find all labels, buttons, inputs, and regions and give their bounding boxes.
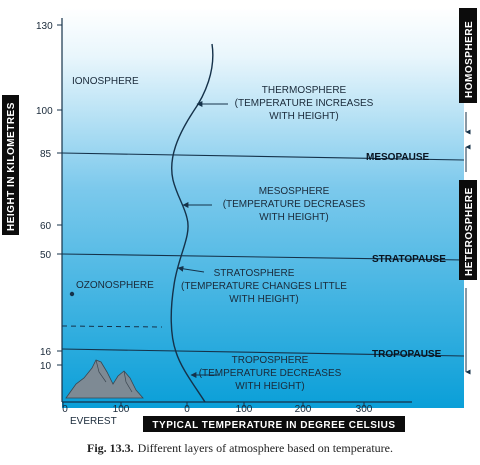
thermosphere-label: THERMOSPHERE bbox=[262, 85, 347, 96]
x-tick-0: 0 bbox=[184, 404, 190, 415]
y-tick-60: 60 bbox=[40, 221, 52, 232]
homosphere-label: HOMOSPHERE bbox=[464, 21, 475, 98]
y-tick-50: 50 bbox=[40, 250, 52, 261]
troposphere-label: TROPOSPHERE bbox=[232, 355, 309, 366]
tropopause-label: TROPOPAUSE bbox=[372, 349, 442, 360]
y-axis-label: HEIGHT IN KILOMETRES bbox=[6, 102, 17, 231]
mesosphere-desc-2: WITH HEIGHT) bbox=[259, 212, 328, 223]
ionosphere-label: IONOSPHERE bbox=[72, 76, 139, 87]
everest-label: EVEREST bbox=[70, 416, 117, 427]
mesopause-label: MESOPAUSE bbox=[366, 152, 429, 163]
temperature-curve bbox=[170, 43, 214, 403]
stratopause-label: STRATOPAUSE bbox=[372, 254, 446, 265]
x-tick-200: 200 bbox=[295, 404, 312, 415]
ozonosphere-label: OZONOSPHERE bbox=[76, 280, 154, 291]
x-tick-300: 300 bbox=[356, 404, 373, 415]
everest-ridge bbox=[95, 359, 133, 393]
troposphere-desc-1: (TEMPERATURE DECREASES bbox=[199, 368, 342, 379]
heterosphere-tab bbox=[459, 180, 477, 280]
x-tick-100: 100 bbox=[236, 404, 253, 415]
mesopause-line bbox=[61, 152, 465, 161]
y-tick-85: 85 bbox=[40, 149, 52, 160]
thermosphere-desc-2: WITH HEIGHT) bbox=[269, 111, 338, 122]
x-axis-label: TYPICAL TEMPERATURE IN DEGREE CELSIUS bbox=[152, 420, 395, 431]
mesosphere-desc-1: (TEMPERATURE DECREASES bbox=[223, 199, 366, 210]
troposphere-desc-2: WITH HEIGHT) bbox=[235, 381, 304, 392]
y-tick-100: 100 bbox=[36, 106, 53, 117]
x-tick-0-left: 0 bbox=[62, 404, 68, 415]
heterosphere-label: HETEROSPHERE bbox=[464, 187, 475, 276]
caption-text: Different layers of atmosphere based on … bbox=[138, 441, 393, 455]
thermosphere-desc-1: (TEMPERATURE INCREASES bbox=[235, 98, 374, 109]
x-axis-label-tab bbox=[143, 416, 405, 432]
y-axis-label-tab bbox=[2, 95, 19, 235]
tropopause-line bbox=[61, 348, 465, 357]
y-tick-130: 130 bbox=[36, 21, 53, 32]
x-tick-group bbox=[62, 402, 365, 407]
ozone-dot bbox=[69, 291, 75, 297]
stratosphere-desc-1: (TEMPERATURE CHANGES LITTLE bbox=[181, 281, 347, 292]
stratosphere-desc-2: WITH HEIGHT) bbox=[229, 294, 298, 305]
ozone-dashed-line bbox=[61, 325, 163, 328]
figure-caption: Fig. 13.3. Different layers of atmosphere… bbox=[87, 441, 393, 455]
stratopause-line bbox=[61, 253, 465, 261]
stratosphere-arrow bbox=[177, 265, 205, 273]
caption-prefix: Fig. 13.3. bbox=[87, 441, 134, 455]
y-tick-16: 16 bbox=[40, 347, 52, 358]
everest-mountain bbox=[65, 359, 144, 399]
sky-background bbox=[62, 8, 464, 408]
homosphere-tab bbox=[459, 8, 477, 103]
stratosphere-label: STRATOSPHERE bbox=[214, 268, 295, 279]
y-tick-10: 10 bbox=[40, 361, 52, 372]
x-tick-100-left: 100 bbox=[113, 404, 130, 415]
y-tick-group bbox=[57, 24, 62, 366]
mesosphere-label: MESOSPHERE bbox=[259, 186, 330, 197]
